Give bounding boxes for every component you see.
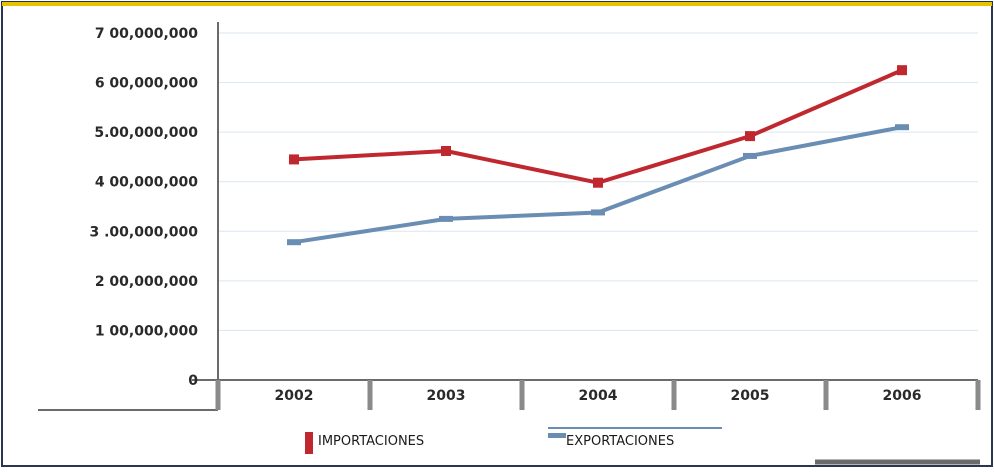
- data-point-exportaciones: [895, 124, 909, 131]
- data-point-importaciones: [897, 65, 907, 76]
- y-tick-label: 4 00,000,000: [95, 175, 198, 191]
- x-axis-ticks: 2002 2003 2004 2005 2006: [215, 380, 981, 410]
- axes: [38, 22, 978, 411]
- data-point-exportaciones: [439, 215, 453, 222]
- data-point-importaciones: [289, 154, 299, 165]
- legend-entry-exportaciones: EXPORTACIONES: [548, 427, 722, 449]
- legend-label-importaciones: IMPORTACIONES: [318, 434, 424, 449]
- data-point-importaciones: [745, 131, 755, 142]
- category-separator: [823, 380, 829, 410]
- y-tick-label: 5.00,000,000: [94, 125, 198, 141]
- data-point-exportaciones: [591, 209, 605, 216]
- category-separator: [215, 380, 221, 410]
- legend: IMPORTACIONES EXPORTACIONES: [305, 427, 722, 454]
- x-tick-label: 2006: [883, 388, 922, 404]
- series-importaciones: [289, 65, 907, 188]
- legend-label-exportaciones: EXPORTACIONES: [566, 434, 674, 449]
- x-tick-label: 2004: [579, 388, 618, 404]
- series-exportaciones: [287, 124, 909, 246]
- data-point-exportaciones: [287, 239, 301, 246]
- data-point-importaciones: [441, 145, 451, 156]
- y-tick-label: 0: [188, 373, 198, 389]
- legend-swatch-exportaciones: [548, 433, 566, 438]
- y-tick-label: 3 .00,000,000: [90, 224, 199, 240]
- category-separator: [367, 380, 373, 410]
- y-tick-label: 7 00,000,000: [95, 26, 198, 42]
- category-separator: [671, 380, 677, 410]
- x-tick-label: 2003: [427, 388, 466, 404]
- y-tick-label: 6 00,000,000: [95, 76, 198, 92]
- y-tick-label: 1 00,000,000: [95, 323, 198, 339]
- legend-swatch-importaciones: [305, 432, 313, 454]
- y-tick-label: 2 00,000,000: [95, 274, 198, 290]
- category-separator: [975, 380, 981, 410]
- category-separator: [519, 380, 525, 410]
- y-axis-ticks: 0 1 00,000,000 2 00,000,000 3 .00,000,000 4 …: [90, 26, 199, 389]
- x-tick-label: 2002: [275, 388, 314, 404]
- data-point-exportaciones: [743, 152, 757, 159]
- legend-entry-importaciones: IMPORTACIONES: [305, 432, 424, 454]
- series: [287, 65, 909, 246]
- x-tick-label: 2005: [731, 388, 770, 404]
- data-point-importaciones: [593, 177, 603, 188]
